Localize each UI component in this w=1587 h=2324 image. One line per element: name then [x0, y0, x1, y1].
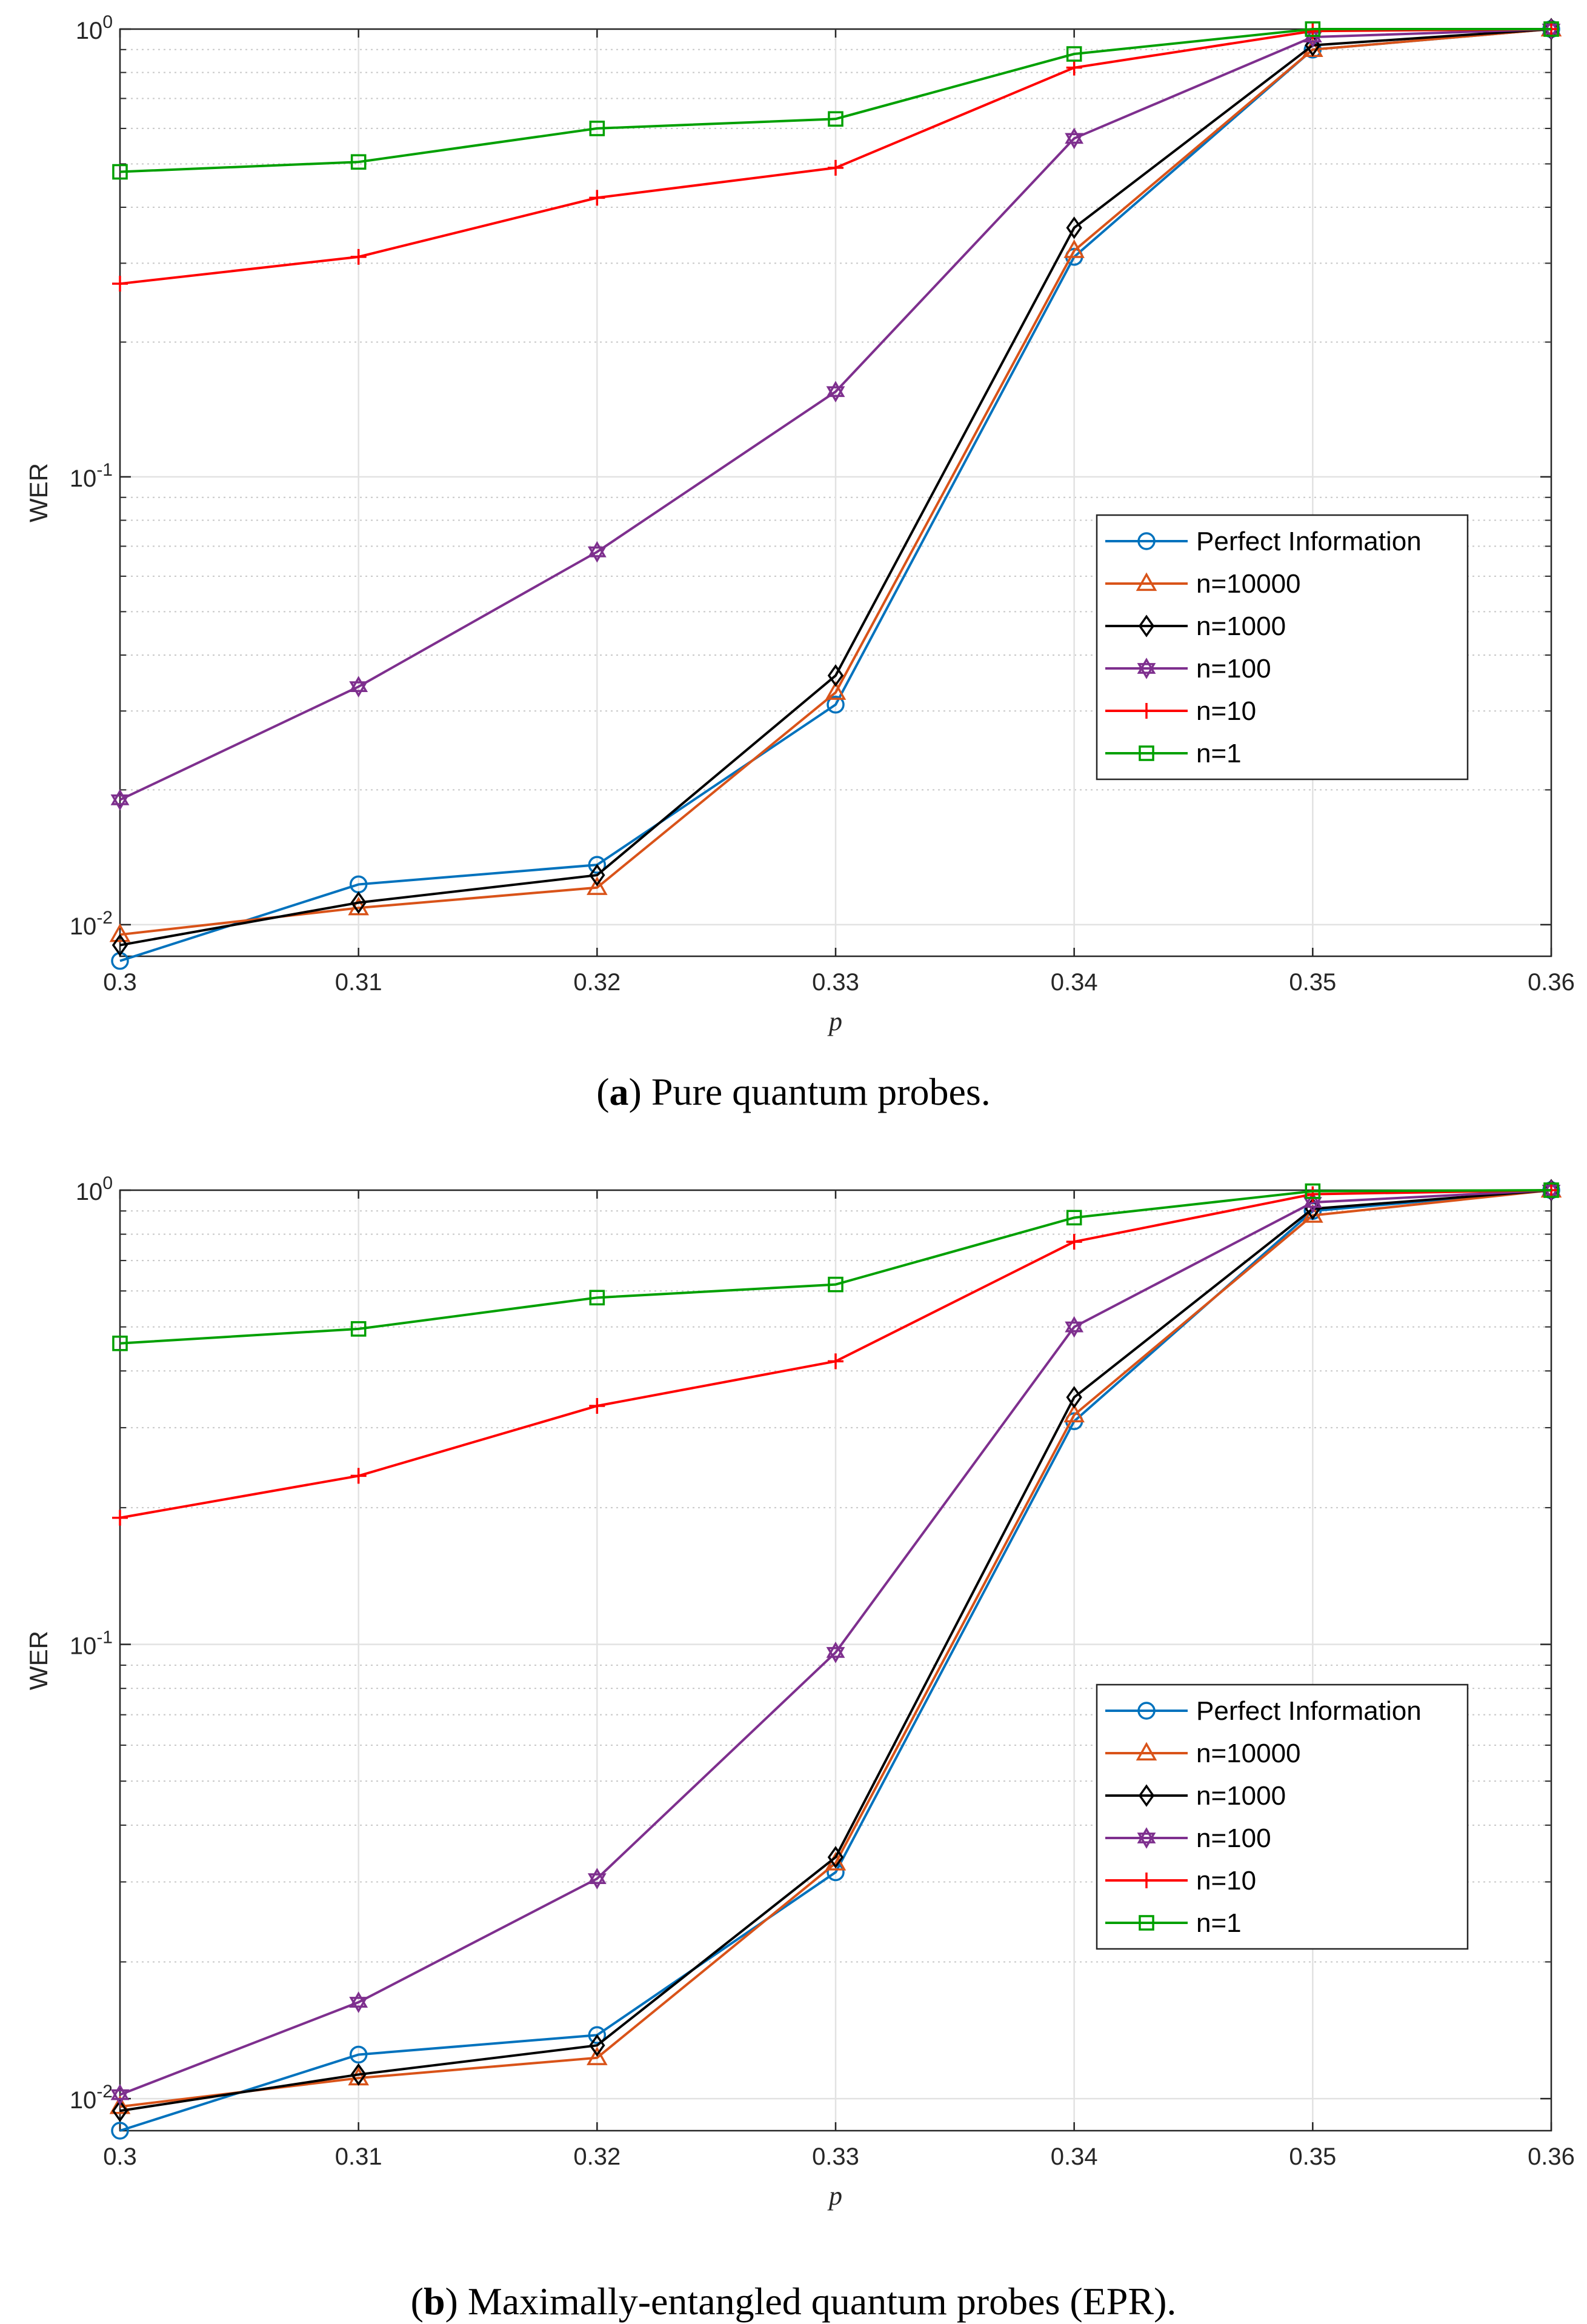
chart-a-legend-entry-n-1000-label: n=1000 — [1196, 611, 1286, 641]
chart-b-legend-entry-perfect-information-label: Perfect Information — [1196, 1696, 1422, 1726]
chart-b-legend: Perfect Information n=10000 n=1000 n=100 n=1… — [1097, 1685, 1468, 1949]
chart-b-y-tick-exponent: -1 — [96, 1628, 113, 1648]
chart-b-legend-entry-n-10-label: n=10 — [1196, 1866, 1256, 1896]
chart-a-x-axis-label: p — [827, 1007, 842, 1036]
chart-b-y-tick-label: 100 — [76, 1173, 113, 1205]
chart-a-y-tick-label: 10-1 — [70, 460, 113, 492]
chart-b-x-tick-label: 0.34 — [1051, 2143, 1098, 2170]
chart-a-caption-text: Pure quantum probes. — [651, 1070, 991, 1113]
chart-a-x-tick-label: 0.3 — [103, 969, 137, 996]
chart-b-y-tick-label: 10-2 — [70, 2082, 113, 2114]
chart-b-x-tick-label: 0.3 — [103, 2143, 137, 2170]
chart-a-y-tick-exponent: 0 — [102, 12, 113, 32]
chart-b-y-tick-label: 10-1 — [70, 1628, 113, 1660]
chart-a-caption: (a) Pure quantum probes. — [0, 1070, 1587, 1114]
chart-a-x-tick-label: 0.35 — [1289, 969, 1336, 996]
chart-a-legend-entry-n-1-label: n=1 — [1196, 739, 1242, 768]
chart-a-y-tick-mantissa: 10 — [76, 18, 103, 44]
chart-b-caption-text: Maximally-entangled quantum probes (EPR)… — [468, 2280, 1177, 2323]
chart-a-x-tick-label: 0.36 — [1528, 969, 1575, 996]
chart-b-y-tick-exponent: 0 — [102, 1173, 113, 1193]
chart-a-y-tick-mantissa: 10 — [70, 465, 97, 492]
chart-b-x-tick-label: 0.31 — [335, 2143, 382, 2170]
chart-a-legend-entry-n-100-label: n=100 — [1196, 654, 1271, 684]
chart-a-plot: 0.3 0.31 0.32 0.33 0.34 0.35 0.3610-210-1100pW… — [0, 0, 1587, 1067]
chart-b-y-axis-label: WER — [24, 1631, 53, 1690]
chart-b-legend-entry-n-10000-label: n=10000 — [1196, 1739, 1301, 1768]
chart-a-x-tick-label: 0.33 — [812, 969, 859, 996]
chart-a-x-tick-label: 0.34 — [1051, 969, 1098, 996]
chart-b-legend-entry-n-100-label: n=100 — [1196, 1823, 1271, 1853]
chart-a-x-tick-label: 0.32 — [573, 969, 620, 996]
chart-a-x-tick-labels: 0.3 0.31 0.32 0.33 0.34 0.35 0.36 — [103, 969, 1575, 996]
chart-a-legend-entry-n-10000-label: n=10000 — [1196, 569, 1301, 599]
chart-a-y-tick-label: 10-2 — [70, 908, 113, 940]
chart-panel-b: 0.3 0.31 0.32 0.33 0.34 0.35 0.36 10-2 10-1 100 p W… — [0, 1150, 1587, 2301]
chart-b-legend-entry-n-1-label: n=1 — [1196, 1908, 1242, 1938]
chart-a-legend-entry-perfect-information-label: Perfect Information — [1196, 527, 1422, 556]
chart-b-x-tick-labels: 0.3 0.31 0.32 0.33 0.34 0.35 0.36 — [103, 2143, 1575, 2170]
chart-a-x-tick-label: 0.31 — [335, 969, 382, 996]
chart-b-caption: (b) Maximally-entangled quantum probes (… — [0, 2279, 1587, 2324]
chart-a-y-axis-label: WER — [24, 463, 53, 522]
chart-a-y-tick-exponent: -2 — [96, 908, 113, 928]
chart-b-y-tick-mantissa: 10 — [76, 1179, 103, 1205]
chart-b-x-tick-label: 0.32 — [573, 2143, 620, 2170]
chart-b-y-tick-mantissa: 10 — [70, 1633, 97, 1660]
chart-b-legend-entry-n-1000-label: n=1000 — [1196, 1781, 1286, 1811]
chart-b-x-tick-label: 0.36 — [1528, 2143, 1575, 2170]
chart-a-y-tick-label: 100 — [76, 12, 113, 44]
chart-b-x-tick-label: 0.33 — [812, 2143, 859, 2170]
chart-b-y-tick-mantissa: 10 — [70, 2087, 97, 2114]
chart-b-y-tick-exponent: -2 — [96, 2082, 113, 2102]
chart-a-y-tick-labels: 10-210-1100 — [70, 12, 113, 940]
chart-b-x-axis-label: p — [827, 2181, 842, 2211]
chart-a-caption-label: a — [610, 1070, 629, 1113]
chart-panel-a: 0.3 0.31 0.32 0.33 0.34 0.35 0.36 10-2 10-1 100 p W… — [0, 0, 1587, 1150]
chart-b-caption-label: b — [424, 2280, 445, 2323]
chart-a-legend-entry-n-10-label: n=10 — [1196, 696, 1256, 726]
chart-a-legend: Perfect Information n=10000 n=1000 n=100 n=1… — [1097, 515, 1468, 779]
chart-b-x-tick-label: 0.35 — [1289, 2143, 1336, 2170]
chart-a-y-tick-mantissa: 10 — [70, 913, 97, 940]
chart-b-plot: 0.3 0.31 0.32 0.33 0.34 0.35 0.3610-210-1100pW… — [0, 1150, 1587, 2277]
chart-a-y-tick-exponent: -1 — [96, 460, 113, 480]
